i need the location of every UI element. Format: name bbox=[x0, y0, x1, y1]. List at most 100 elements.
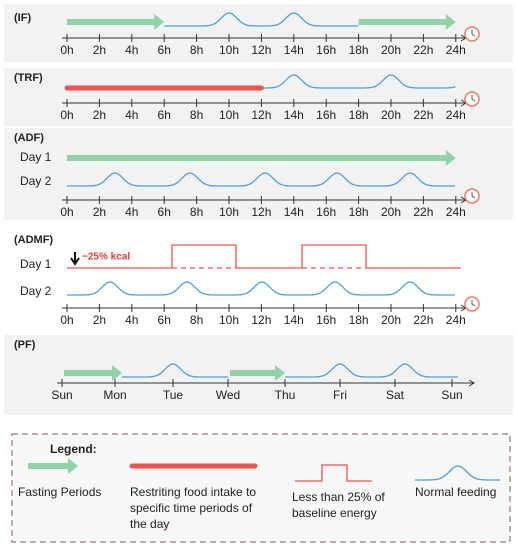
legend-label: Fasting Periods bbox=[18, 485, 102, 499]
axis-label: Sun bbox=[441, 388, 462, 402]
normal-feeding bbox=[67, 172, 455, 187]
axis-label: 14h bbox=[284, 313, 304, 327]
axis-label: 24h bbox=[446, 108, 466, 122]
normal-feeding bbox=[122, 363, 228, 378]
clock-hands bbox=[471, 192, 476, 199]
axis-label: 24h bbox=[446, 43, 466, 57]
axis-label: 10h bbox=[219, 108, 239, 122]
clock-hands bbox=[471, 95, 476, 102]
axis-label: 8h bbox=[190, 205, 203, 219]
axis-label: 4h bbox=[125, 313, 138, 327]
axis-label: 0h bbox=[60, 108, 73, 122]
fasting-arrowhead bbox=[154, 14, 165, 30]
axis-label: 2h bbox=[93, 313, 106, 327]
axis-label: 0h bbox=[60, 43, 73, 57]
axis-label: 24h bbox=[446, 205, 466, 219]
section-title: (TRF) bbox=[14, 72, 43, 84]
axis-label: 12h bbox=[251, 108, 271, 122]
axis-label: 14h bbox=[284, 205, 304, 219]
legend-label: Normal feeding bbox=[415, 485, 497, 499]
axis-label: 2h bbox=[93, 205, 106, 219]
axis-label: Thu bbox=[275, 388, 296, 402]
axis-label: 18h bbox=[349, 205, 369, 219]
axis-label: Sun bbox=[51, 388, 72, 402]
row-label: Day 1 bbox=[20, 257, 52, 271]
normal-feeding bbox=[67, 281, 455, 296]
low-energy-line bbox=[67, 244, 461, 269]
axis-label: 16h bbox=[316, 108, 336, 122]
normal-feeding bbox=[285, 363, 458, 378]
fasting-arrowhead bbox=[112, 365, 122, 381]
fasting-arrowhead bbox=[445, 14, 456, 30]
axis-label: 12h bbox=[251, 313, 271, 327]
axis-label: Tue bbox=[163, 388, 184, 402]
legend-label: Less than 25% of baseline energy bbox=[292, 490, 385, 520]
legend-step bbox=[295, 464, 372, 482]
fasting-arrowhead bbox=[68, 458, 78, 474]
section-title: (ADMF) bbox=[14, 234, 53, 246]
axis-label: 4h bbox=[125, 205, 138, 219]
panel bbox=[4, 128, 513, 220]
section-title: (ADF) bbox=[14, 132, 44, 144]
axis-label: 10h bbox=[219, 313, 239, 327]
axis-label: 12h bbox=[251, 43, 271, 57]
row-label: Day 1 bbox=[20, 150, 52, 164]
axis-label: 12h bbox=[251, 205, 271, 219]
axis-label: 18h bbox=[349, 43, 369, 57]
axis-label: 20h bbox=[381, 43, 401, 57]
axis-label: 18h bbox=[349, 313, 369, 327]
axis-label: 6h bbox=[158, 43, 171, 57]
axis-arrow bbox=[468, 379, 475, 387]
axis-label: 4h bbox=[125, 43, 138, 57]
axis-label: 22h bbox=[413, 43, 433, 57]
axis-label: 14h bbox=[284, 43, 304, 57]
axis-label: 8h bbox=[190, 313, 203, 327]
axis-label: 10h bbox=[219, 205, 239, 219]
axis-label: 0h bbox=[60, 205, 73, 219]
axis-label: 6h bbox=[158, 313, 171, 327]
axis-label: 0h bbox=[60, 313, 73, 327]
legend-title: Legend: bbox=[50, 442, 97, 456]
fasting-arrowhead bbox=[275, 365, 285, 381]
axis-label: 24h bbox=[446, 313, 466, 327]
normal-feeding bbox=[164, 12, 359, 27]
panel bbox=[4, 4, 513, 62]
down-arrow bbox=[70, 252, 80, 266]
fasting-arrowhead bbox=[445, 150, 456, 166]
axis-label: 16h bbox=[316, 313, 336, 327]
axis-label: Sat bbox=[386, 388, 405, 402]
section-title: (IF) bbox=[14, 12, 31, 24]
normal-feeding bbox=[261, 74, 456, 89]
normal-feeding bbox=[415, 465, 500, 481]
kcal-note: −25% kcal bbox=[82, 252, 130, 263]
axis-label: 8h bbox=[190, 43, 203, 57]
section-title: (PF) bbox=[14, 339, 36, 351]
legend-box bbox=[11, 433, 511, 543]
axis-label: 20h bbox=[381, 108, 401, 122]
axis-label: 8h bbox=[190, 108, 203, 122]
clock-hands bbox=[471, 300, 476, 307]
axis-label: 16h bbox=[316, 43, 336, 57]
axis-label: 22h bbox=[413, 108, 433, 122]
axis-label: 20h bbox=[381, 313, 401, 327]
row-label: Day 2 bbox=[20, 174, 52, 188]
axis-label: 2h bbox=[93, 108, 106, 122]
axis-label: 4h bbox=[125, 108, 138, 122]
axis-label: 22h bbox=[413, 205, 433, 219]
axis-label: 14h bbox=[284, 108, 304, 122]
axis-label: Mon bbox=[103, 388, 126, 402]
axis-label: 18h bbox=[349, 108, 369, 122]
axis-label: 22h bbox=[413, 313, 433, 327]
clock-hands bbox=[471, 30, 476, 37]
row-label: Day 2 bbox=[20, 284, 52, 298]
axis-label: 10h bbox=[219, 43, 239, 57]
axis-label: 20h bbox=[381, 205, 401, 219]
panel bbox=[4, 68, 513, 126]
legend-label: Restriting food intake to specific time … bbox=[130, 485, 257, 531]
axis-label: Wed bbox=[216, 388, 240, 402]
axis-label: 6h bbox=[158, 108, 171, 122]
axis-label: 2h bbox=[93, 43, 106, 57]
axis-label: 16h bbox=[316, 205, 336, 219]
